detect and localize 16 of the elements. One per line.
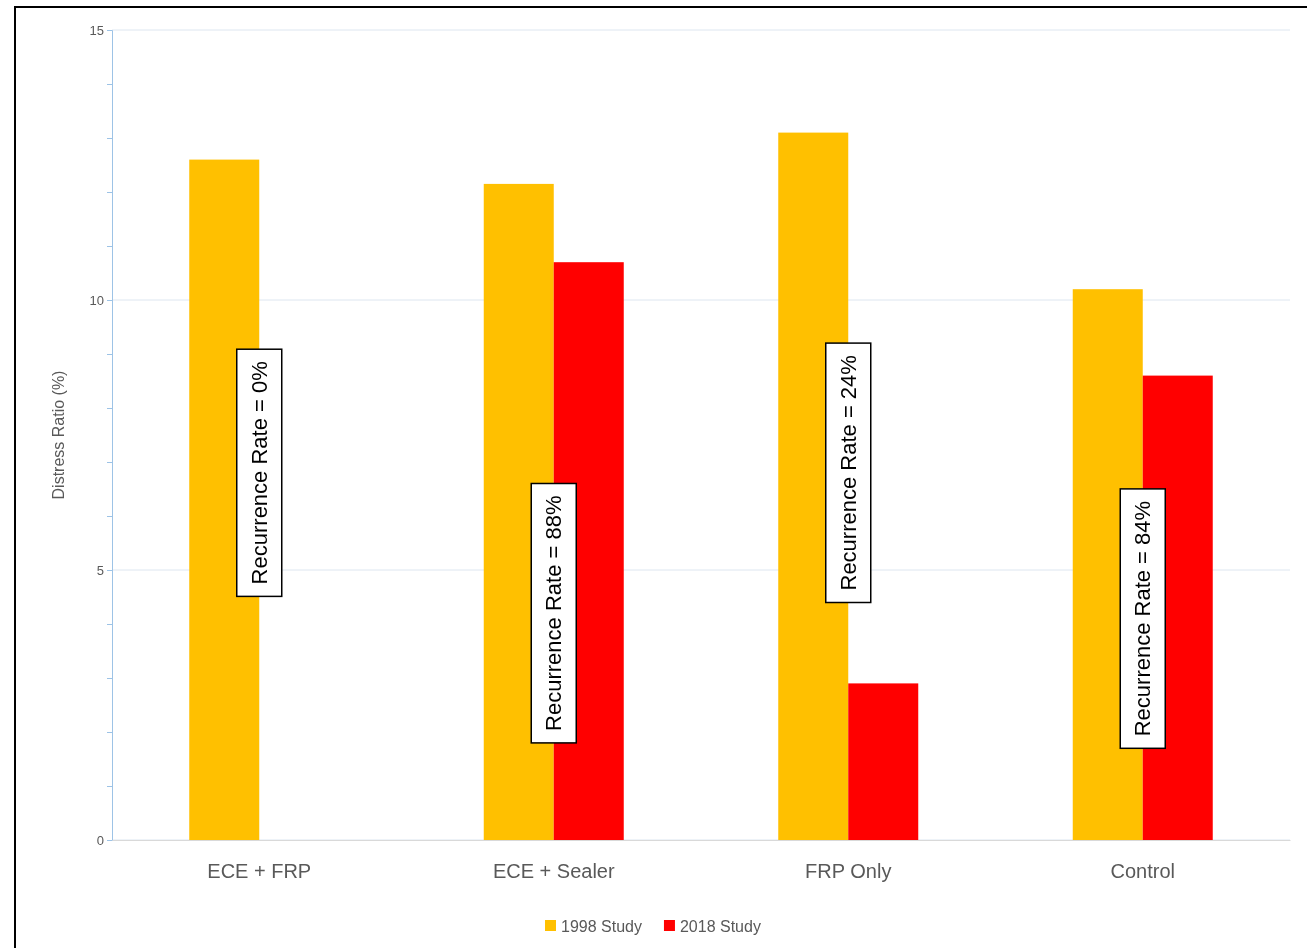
annotation: Recurrence Rate = 0% bbox=[246, 361, 272, 585]
x-tick-label: ECE + Sealer bbox=[492, 860, 615, 883]
annotation: Recurrence Rate = 24% bbox=[835, 355, 861, 591]
x-tick-label: FRP Only bbox=[805, 860, 892, 883]
legend-label: 2018 Study bbox=[679, 917, 761, 935]
y-tick-label: 15 bbox=[89, 22, 104, 38]
x-tick-label: Control bbox=[1110, 860, 1175, 883]
annotation: Recurrence Rate = 88% bbox=[541, 495, 567, 731]
legend-label: 1998 Study bbox=[561, 917, 642, 935]
annotation: Recurrence Rate = 84% bbox=[1130, 500, 1156, 737]
bar bbox=[848, 683, 919, 840]
y-tick-label: 10 bbox=[89, 292, 104, 308]
x-tick-label: ECE + FRP bbox=[207, 860, 312, 883]
y-tick-label: 0 bbox=[96, 832, 104, 848]
y-axis-title: Distress Ratio (%) bbox=[50, 370, 67, 500]
y-tick-label: 5 bbox=[96, 562, 104, 578]
